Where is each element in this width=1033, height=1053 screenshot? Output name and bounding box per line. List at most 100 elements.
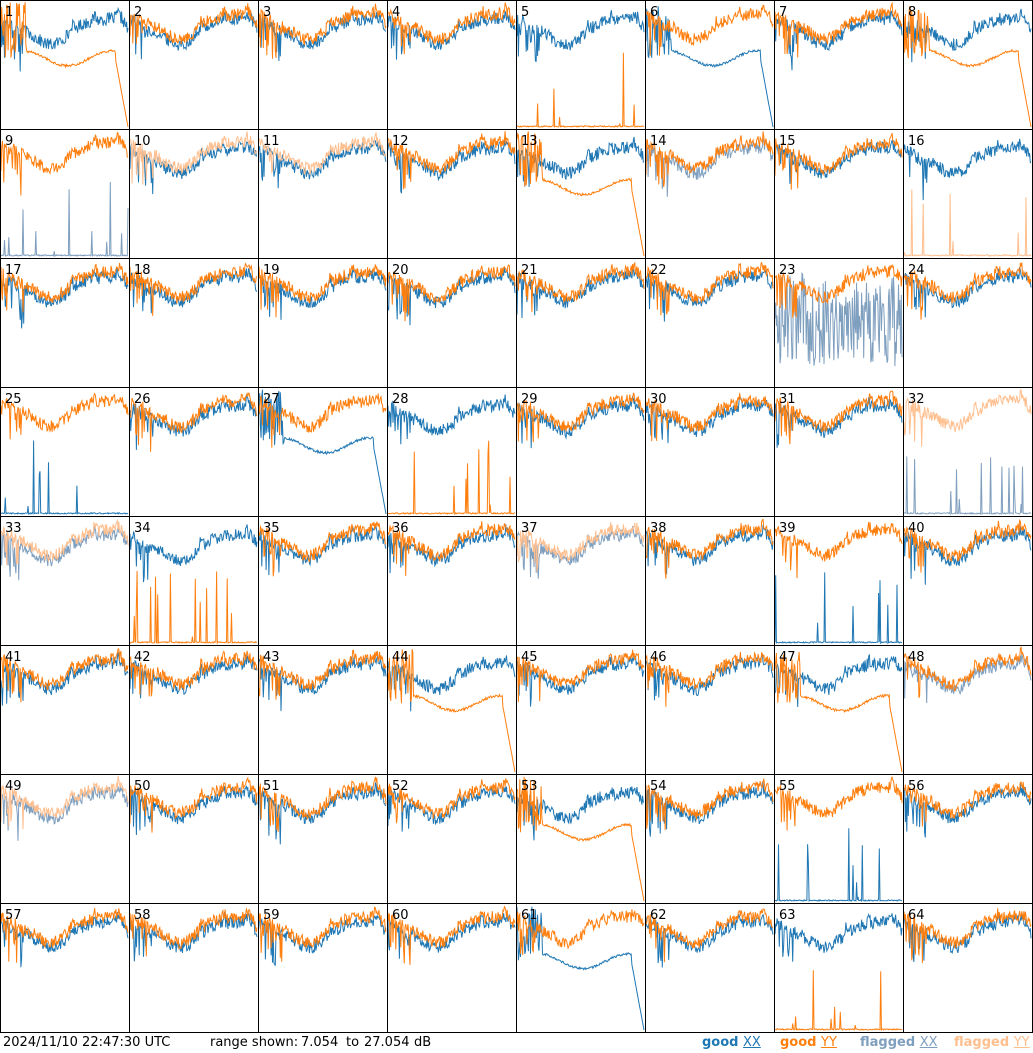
tile-11-label: 11 bbox=[263, 134, 280, 149]
tile-33-lines bbox=[0, 518, 129, 581]
tile-36: 36 bbox=[387, 516, 517, 646]
tile-31-label: 31 bbox=[779, 392, 796, 407]
tile-38-xx-line bbox=[645, 524, 774, 575]
tile-36-lines bbox=[387, 521, 516, 576]
timestamp: 2024/11/10 22:47:30 UTC bbox=[3, 1035, 171, 1050]
tile-44: 44 bbox=[387, 645, 517, 775]
tile-56: 56 bbox=[903, 774, 1033, 904]
tile-49-yy-line bbox=[0, 775, 129, 830]
tile-64: 64 bbox=[903, 903, 1033, 1033]
tile-54: 54 bbox=[645, 774, 775, 904]
tile-23-label: 23 bbox=[779, 263, 796, 278]
tile-61-label: 61 bbox=[521, 908, 538, 923]
tile-47-label: 47 bbox=[779, 650, 796, 665]
tile-39-xx-line bbox=[774, 572, 903, 645]
tile-49-xx-line bbox=[0, 785, 129, 841]
tile-23-xx-line bbox=[774, 271, 903, 367]
tile-35: 35 bbox=[258, 516, 388, 646]
tile-7-yy-line bbox=[774, 1, 903, 58]
tile-30: 30 bbox=[645, 387, 775, 517]
tile-43: 43 bbox=[258, 645, 388, 775]
tile-25-lines bbox=[0, 392, 129, 516]
tile-20: 20 bbox=[387, 258, 517, 388]
tile-42-yy-line bbox=[129, 650, 258, 697]
tile-30-lines bbox=[645, 392, 774, 444]
tile-52-lines bbox=[387, 778, 516, 832]
tile-60-label: 60 bbox=[392, 908, 409, 923]
tile-48-label: 48 bbox=[908, 650, 925, 665]
tile-55: 55 bbox=[774, 774, 904, 904]
legend-good-yy-pol: YY bbox=[821, 1035, 837, 1050]
tile-16-lines bbox=[903, 138, 1032, 257]
tile-1-lines bbox=[0, 2, 129, 128]
footer: 2024/11/10 22:47:30 UTC range shown: 7.0… bbox=[0, 1033, 1033, 1053]
tile-35-lines bbox=[258, 521, 387, 577]
tile-58-lines bbox=[129, 907, 258, 962]
tile-28-label: 28 bbox=[392, 392, 409, 407]
tile-12-lines bbox=[387, 131, 516, 194]
tile-1-xx-line bbox=[0, 6, 129, 72]
tile-1-yy-line bbox=[0, 2, 129, 128]
tile-45-lines bbox=[516, 649, 645, 707]
tile-14-yy-line bbox=[645, 131, 774, 187]
tile-29-yy-line bbox=[516, 392, 645, 443]
legend-flagged-yy-pol: YY bbox=[1013, 1035, 1030, 1050]
tile-25: 25 bbox=[0, 387, 130, 517]
tile-31: 31 bbox=[774, 387, 904, 517]
tile-49-lines bbox=[0, 775, 129, 841]
tile-54-label: 54 bbox=[650, 779, 667, 794]
tile-10: 10 bbox=[129, 129, 259, 259]
range-high-value: 27.054 bbox=[364, 1035, 410, 1050]
tile-38-lines bbox=[645, 519, 774, 579]
tile-5-yy-line bbox=[516, 52, 645, 128]
tile-16: 16 bbox=[903, 129, 1033, 259]
tile-15-label: 15 bbox=[779, 134, 796, 149]
tile-10-yy-line bbox=[129, 131, 258, 185]
tile-22-xx-line bbox=[645, 269, 774, 322]
tile-17: 17 bbox=[0, 258, 130, 388]
tile-56-lines bbox=[903, 781, 1032, 838]
tile-35-yy-line bbox=[258, 521, 387, 577]
tile-38-label: 38 bbox=[650, 521, 667, 536]
tile-58-yy-line bbox=[129, 907, 258, 957]
tile-29-xx-line bbox=[516, 395, 645, 449]
tile-58-label: 58 bbox=[134, 908, 151, 923]
tile-28-xx-line bbox=[387, 394, 516, 445]
tile-57-lines bbox=[0, 907, 129, 968]
tile-64-lines bbox=[903, 908, 1032, 964]
tile-20-lines bbox=[387, 264, 516, 326]
tile-27-label: 27 bbox=[263, 392, 280, 407]
tile-14-xx-line bbox=[645, 137, 774, 197]
tile-3-label: 3 bbox=[263, 5, 271, 20]
tile-63-xx-line bbox=[774, 912, 903, 962]
tile-10-xx-line bbox=[129, 140, 258, 195]
tile-52-label: 52 bbox=[392, 779, 409, 794]
tile-34-xx-line bbox=[129, 524, 258, 583]
tile-2-yy-line bbox=[129, 3, 258, 45]
tile-22-lines bbox=[645, 262, 774, 322]
tile-41-xx-line bbox=[0, 652, 129, 706]
tile-3-xx-line bbox=[258, 11, 387, 62]
tile-57-yy-line bbox=[0, 907, 129, 963]
tile-22-label: 22 bbox=[650, 263, 667, 278]
range-low-value: 7.054 bbox=[301, 1035, 339, 1050]
tile-19-yy-line bbox=[258, 264, 387, 318]
tile-40: 40 bbox=[903, 516, 1033, 646]
tile-17-yy-line bbox=[0, 263, 129, 313]
tile-51: 51 bbox=[258, 774, 388, 904]
tile-16-label: 16 bbox=[908, 134, 925, 149]
tile-44-xx-line bbox=[387, 655, 516, 712]
tile-43-yy-line bbox=[258, 649, 387, 700]
tile-34-yy-line bbox=[129, 570, 258, 645]
tile-24: 24 bbox=[903, 258, 1033, 388]
tile-28: 28 bbox=[387, 387, 517, 517]
tile-44-yy-line bbox=[387, 648, 516, 773]
tile-47: 47 bbox=[774, 645, 904, 775]
tile-32-lines bbox=[903, 389, 1032, 516]
tile-55-yy-line bbox=[774, 776, 903, 831]
tile-2: 2 bbox=[129, 0, 259, 130]
tile-18-label: 18 bbox=[134, 263, 151, 278]
tile-53-label: 53 bbox=[521, 779, 538, 794]
tile-17-lines bbox=[0, 263, 129, 329]
